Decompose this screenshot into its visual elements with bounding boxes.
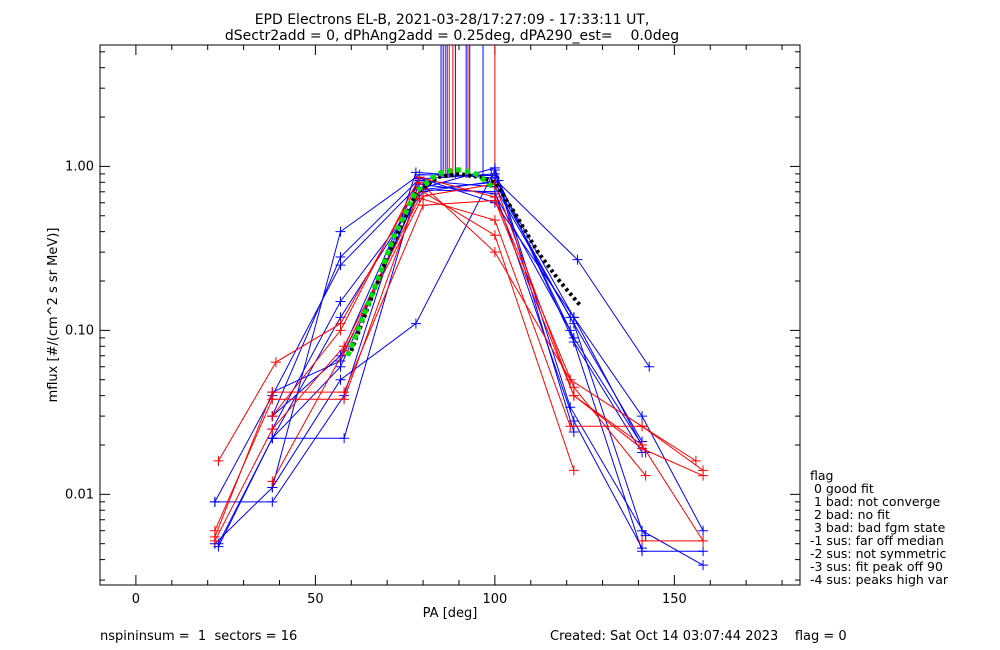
series-line [271,167,647,536]
legend-item-5: -2 sus: not symmetric [810,546,946,561]
data-point-marker [690,455,701,466]
data-point-marker [489,192,500,203]
x-tick-label: 0 [132,592,140,607]
data-point-marker [637,535,648,546]
legend-item-6: -3 sus: fit peak off 90 [810,559,943,574]
data-point-marker [335,325,346,336]
series-line [271,183,704,542]
flag-legend: flag 0 good fit 1 bad: not converge 2 ba… [810,468,949,587]
data-point-marker [335,374,346,385]
data-point-marker [335,296,346,307]
legend-item-0: 0 good fit [810,481,874,496]
data-point-marker [418,190,429,201]
data-series [209,162,709,571]
data-point-marker [209,496,220,507]
series-line [214,183,704,552]
data-point-marker [267,476,278,487]
data-point-marker [637,421,648,432]
axis-ticks: 0 50 100 150 0.01 0.10 1.00 [65,45,800,607]
x-tick-label: 150 [662,592,687,607]
data-point-marker [698,470,709,481]
fit-curve-green [345,166,497,357]
chart-title-line1: EPD Electrons EL-B, 2021-03-28/17:27:09 … [255,12,650,28]
series-line [214,197,704,542]
data-point-marker [568,336,579,347]
data-point-marker [267,496,278,507]
data-point-marker [572,254,583,265]
data-point-marker [568,390,579,401]
fit-curves [345,166,583,357]
series-line [214,189,575,531]
data-point-marker [640,470,651,481]
data-point-marker [568,312,579,323]
x-axis-label: PA [deg] [423,606,478,621]
series-line [271,179,643,453]
data-point-marker [637,411,648,422]
data-point-marker [213,455,224,466]
data-point-marker [489,247,500,258]
y-tick-label: 0.10 [65,323,94,338]
data-point-marker [644,361,655,372]
series-line [218,181,697,462]
peak-vertical-lines [440,45,496,178]
data-point-marker [335,226,346,237]
data-point-marker [565,421,576,432]
legend-item-7: -4 sus: peaks high var [810,572,949,587]
series-line [218,179,704,566]
data-point-marker [339,433,350,444]
data-point-marker [698,546,709,557]
data-point-marker [267,424,278,435]
fit-curve-black [349,171,583,352]
data-point-marker [335,252,346,263]
data-point-marker [489,230,500,241]
data-point-marker [339,387,350,398]
chart-title-line2: dSectr2add = 0, dPhAng2add = 0.25deg, dP… [225,28,679,44]
y-tick-label: 1.00 [65,159,94,174]
data-point-marker [267,433,278,444]
y-axis-label: mflux [#/(cm^2 s sr MeV)] [46,228,61,403]
data-point-marker [489,165,500,176]
y-tick-label: 0.01 [65,487,94,502]
data-point-marker [637,439,648,450]
footer-right: Created: Sat Oct 14 03:07:44 2023 flag =… [550,629,847,644]
footer-left: nspininsum = 1 sectors = 16 [100,629,297,644]
data-point-marker [414,172,425,183]
legend-item-1: 1 bad: not converge [810,494,940,509]
data-point-marker [698,535,709,546]
data-point-marker [568,427,579,438]
series-line [218,189,643,549]
data-point-marker [418,200,429,211]
plot-frame [99,44,801,586]
data-point-marker [270,357,281,368]
data-point-marker [410,318,421,329]
data-point-marker [698,525,709,536]
legend-header: flag [810,468,833,483]
legend-item-4: -1 sus: far off median [810,533,944,548]
legend-item-3: 3 bad: bad fgm state [810,520,946,535]
series-line [271,168,575,488]
data-point-marker [209,531,220,542]
data-point-marker [568,465,579,476]
data-point-marker [640,530,651,541]
data-point-marker [267,411,278,422]
data-point-marker [489,215,500,226]
data-point-marker [267,387,278,398]
legend-item-2: 2 bad: no fit [810,507,890,522]
x-tick-label: 100 [482,592,507,607]
data-point-marker [698,560,709,571]
x-tick-label: 50 [307,592,324,607]
series-line [214,199,704,538]
series-line [271,173,643,446]
series-line [271,176,647,476]
series-line [214,171,704,531]
